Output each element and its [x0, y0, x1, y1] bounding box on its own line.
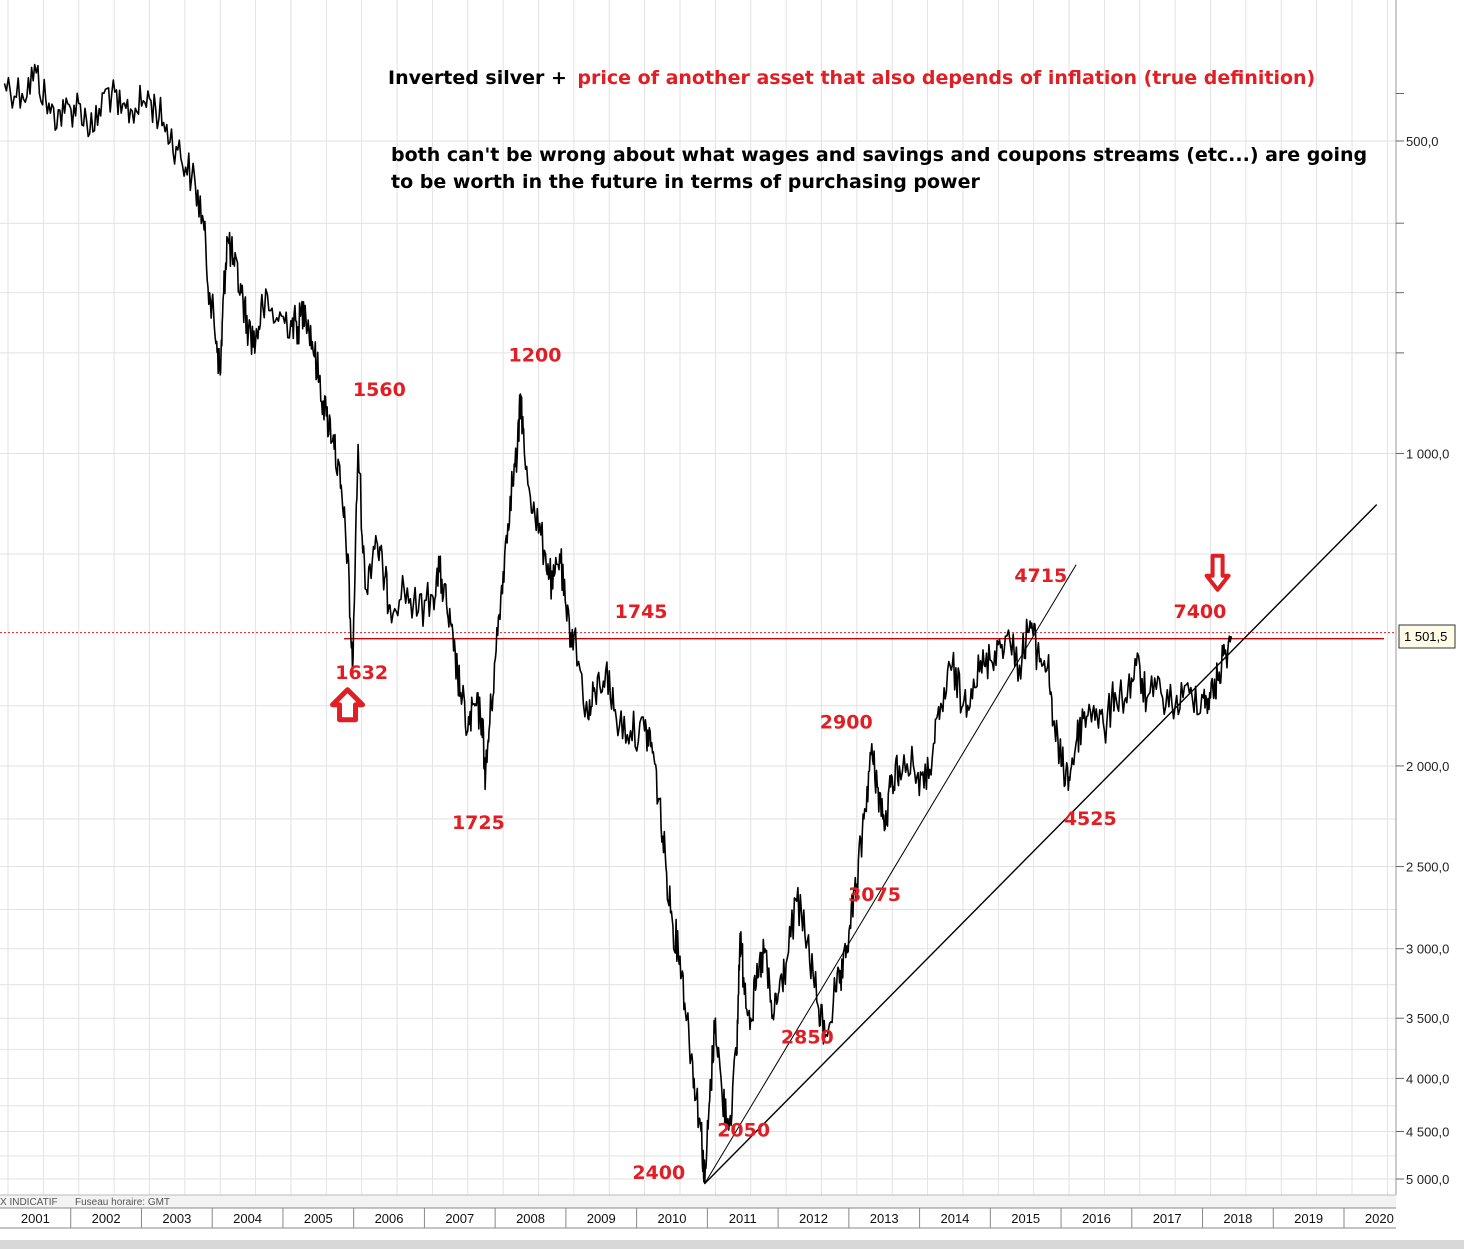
- y-tick-label: 500,0: [1406, 134, 1439, 149]
- annotation-label: 1632: [335, 662, 388, 684]
- trendline: [704, 564, 1077, 1184]
- reference-line: [0, 632, 1396, 640]
- x-tick-label: 2014: [940, 1211, 969, 1226]
- x-tick-label: 2015: [1011, 1211, 1040, 1226]
- x-tick-label: 2010: [658, 1211, 687, 1226]
- x-tick-label: 2005: [304, 1211, 333, 1226]
- y-tick-label: 1 000,0: [1406, 446, 1449, 461]
- annotation-label: 2850: [781, 1026, 834, 1048]
- x-tick-label: 2004: [233, 1211, 262, 1226]
- y-tick-label: 2 000,0: [1406, 759, 1449, 774]
- annotation-label: 2050: [717, 1119, 770, 1141]
- trendline: [704, 504, 1378, 1184]
- last-price-box: 1 501,5: [1398, 624, 1456, 649]
- annotation-label: 4525: [1064, 808, 1117, 830]
- y-tick-label: 5 000,0: [1406, 1172, 1449, 1187]
- annotation-label: 1725: [452, 812, 505, 834]
- x-axis: 2001 2002 2003 2004 2005 2006 2007 2008 2009 2010…: [21, 1208, 1394, 1228]
- x-tick-label: 2002: [92, 1211, 121, 1226]
- x-tick-label: 2019: [1294, 1211, 1323, 1226]
- annotation-label: 3075: [848, 884, 901, 906]
- y-tick-label: 4 500,0: [1406, 1125, 1449, 1140]
- value-annotations: 1632 1560 1725 1200 1745 2400 2050 2850 2900 3075…: [335, 344, 1226, 1184]
- chart-note-line2: both can't be wrong about what wages and…: [391, 144, 1367, 166]
- x-tick-label: 2020: [1365, 1211, 1394, 1226]
- annotation-label: 1200: [509, 344, 562, 366]
- price-series: [3, 63, 1233, 1185]
- x-tick-label: 2008: [516, 1211, 545, 1226]
- price-line: [3, 63, 1233, 1185]
- chart-note-line1: Inverted silver + price of another asset…: [388, 67, 1315, 89]
- chart-grid: [0, 0, 1396, 1195]
- trendlines: [704, 504, 1378, 1184]
- note-black-part: Inverted silver +: [388, 67, 567, 89]
- x-tick-label: 2018: [1223, 1211, 1252, 1226]
- x-tick-label: 2003: [162, 1211, 191, 1226]
- footer-source: X INDICATIF: [0, 1197, 58, 1208]
- y-tick-label: 3 500,0: [1406, 1011, 1449, 1026]
- x-tick-label: 2016: [1082, 1211, 1111, 1226]
- arrow-down-icon: [1204, 553, 1231, 592]
- annotation-label: 4715: [1014, 565, 1067, 587]
- annotation-label: 7400: [1173, 601, 1226, 623]
- note-red-part: price of another asset that also depends…: [577, 67, 1315, 89]
- x-tick-label: 2013: [870, 1211, 899, 1226]
- y-tick-label: 2 500,0: [1406, 860, 1449, 875]
- annotation-label: 1745: [615, 601, 668, 623]
- x-tick-label: 2009: [587, 1211, 616, 1226]
- y-tick-label: 4 000,0: [1406, 1071, 1449, 1086]
- annotation-label: 1560: [353, 379, 406, 401]
- x-tick-label: 2011: [729, 1211, 757, 1226]
- arrow-up-icon: [330, 687, 366, 723]
- x-tick-label: 2001: [21, 1211, 50, 1226]
- annotation-label: 2900: [820, 711, 873, 733]
- x-tick-label: 2017: [1153, 1211, 1182, 1226]
- annotation-label: 2400: [632, 1162, 685, 1184]
- last-price-label: 1 501,5: [1404, 629, 1447, 644]
- y-tick-label: 3 000,0: [1406, 942, 1449, 957]
- chart-note-line3: to be worth in the future in terms of pu…: [391, 171, 981, 193]
- y-axis: 500,0 1 000,0 2 000,0 2 500,0 3 000,0 3 500,0…: [1396, 93, 1449, 1187]
- x-tick-label: 2006: [375, 1211, 404, 1226]
- x-tick-label: 2012: [799, 1211, 828, 1226]
- arrow-markers: [330, 553, 1231, 723]
- footer-timezone: Fuseau horaire: GMT: [75, 1197, 170, 1208]
- x-tick-label: 2007: [445, 1211, 474, 1226]
